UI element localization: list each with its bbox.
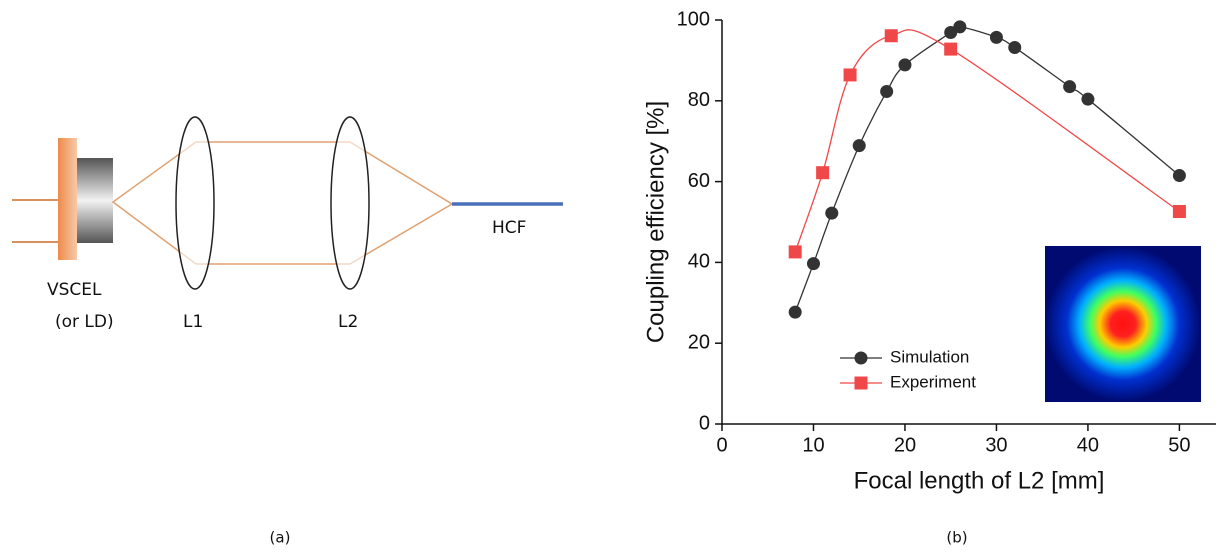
series-line xyxy=(794,29,1180,253)
marker xyxy=(1063,80,1077,94)
lens xyxy=(175,116,215,290)
caption: (a) xyxy=(270,529,291,547)
y-tick-label: 100 xyxy=(677,8,710,30)
x-tick-label: 50 xyxy=(1168,434,1190,456)
laser-mount xyxy=(58,138,77,260)
y-tick-label: 0 xyxy=(699,412,710,434)
marker xyxy=(898,58,912,72)
caption: (b) xyxy=(946,529,967,547)
marker xyxy=(1008,40,1022,54)
y-tick-label: 60 xyxy=(688,170,710,192)
legend-marker xyxy=(854,376,868,390)
x-tick-label: 40 xyxy=(1077,434,1099,456)
marker xyxy=(843,68,857,82)
x-tick-label: 20 xyxy=(894,434,916,456)
x-tick-label: 0 xyxy=(716,434,727,456)
legend-label: Experiment xyxy=(890,372,976,391)
y-axis-label: Coupling efficiency [%] xyxy=(642,101,669,343)
x-tick-label: 10 xyxy=(802,434,824,456)
marker xyxy=(884,29,898,43)
y-tick-label: 40 xyxy=(688,251,710,273)
marker xyxy=(1081,92,1095,106)
label: L1 xyxy=(183,312,203,332)
y-tick-label: 80 xyxy=(688,89,710,111)
label: HCF xyxy=(492,218,526,238)
legend-label: Simulation xyxy=(890,347,969,366)
diagram: VSCEL (or LD) L1 L2 HCF (a) (b) xyxy=(12,116,968,547)
marker xyxy=(825,206,839,220)
marker xyxy=(806,257,820,271)
label: (or LD) xyxy=(55,312,114,332)
laser-body xyxy=(77,158,113,243)
beam xyxy=(111,141,197,265)
label: L2 xyxy=(338,312,358,332)
marker xyxy=(816,166,830,180)
marker xyxy=(788,305,802,319)
marker xyxy=(953,20,967,34)
label: VSCEL xyxy=(47,280,102,300)
marker xyxy=(852,139,866,153)
marker xyxy=(1172,204,1186,218)
legend-marker xyxy=(854,351,868,365)
lens xyxy=(330,116,370,290)
marker xyxy=(880,85,894,99)
marker xyxy=(989,30,1003,44)
beam-profile-inset xyxy=(1045,246,1201,402)
y-tick-label: 20 xyxy=(688,331,710,353)
x-axis-label: Focal length of L2 [mm] xyxy=(854,467,1105,494)
marker xyxy=(1172,169,1186,183)
marker xyxy=(788,245,802,259)
marker xyxy=(944,42,958,56)
x-tick-label: 30 xyxy=(985,434,1007,456)
